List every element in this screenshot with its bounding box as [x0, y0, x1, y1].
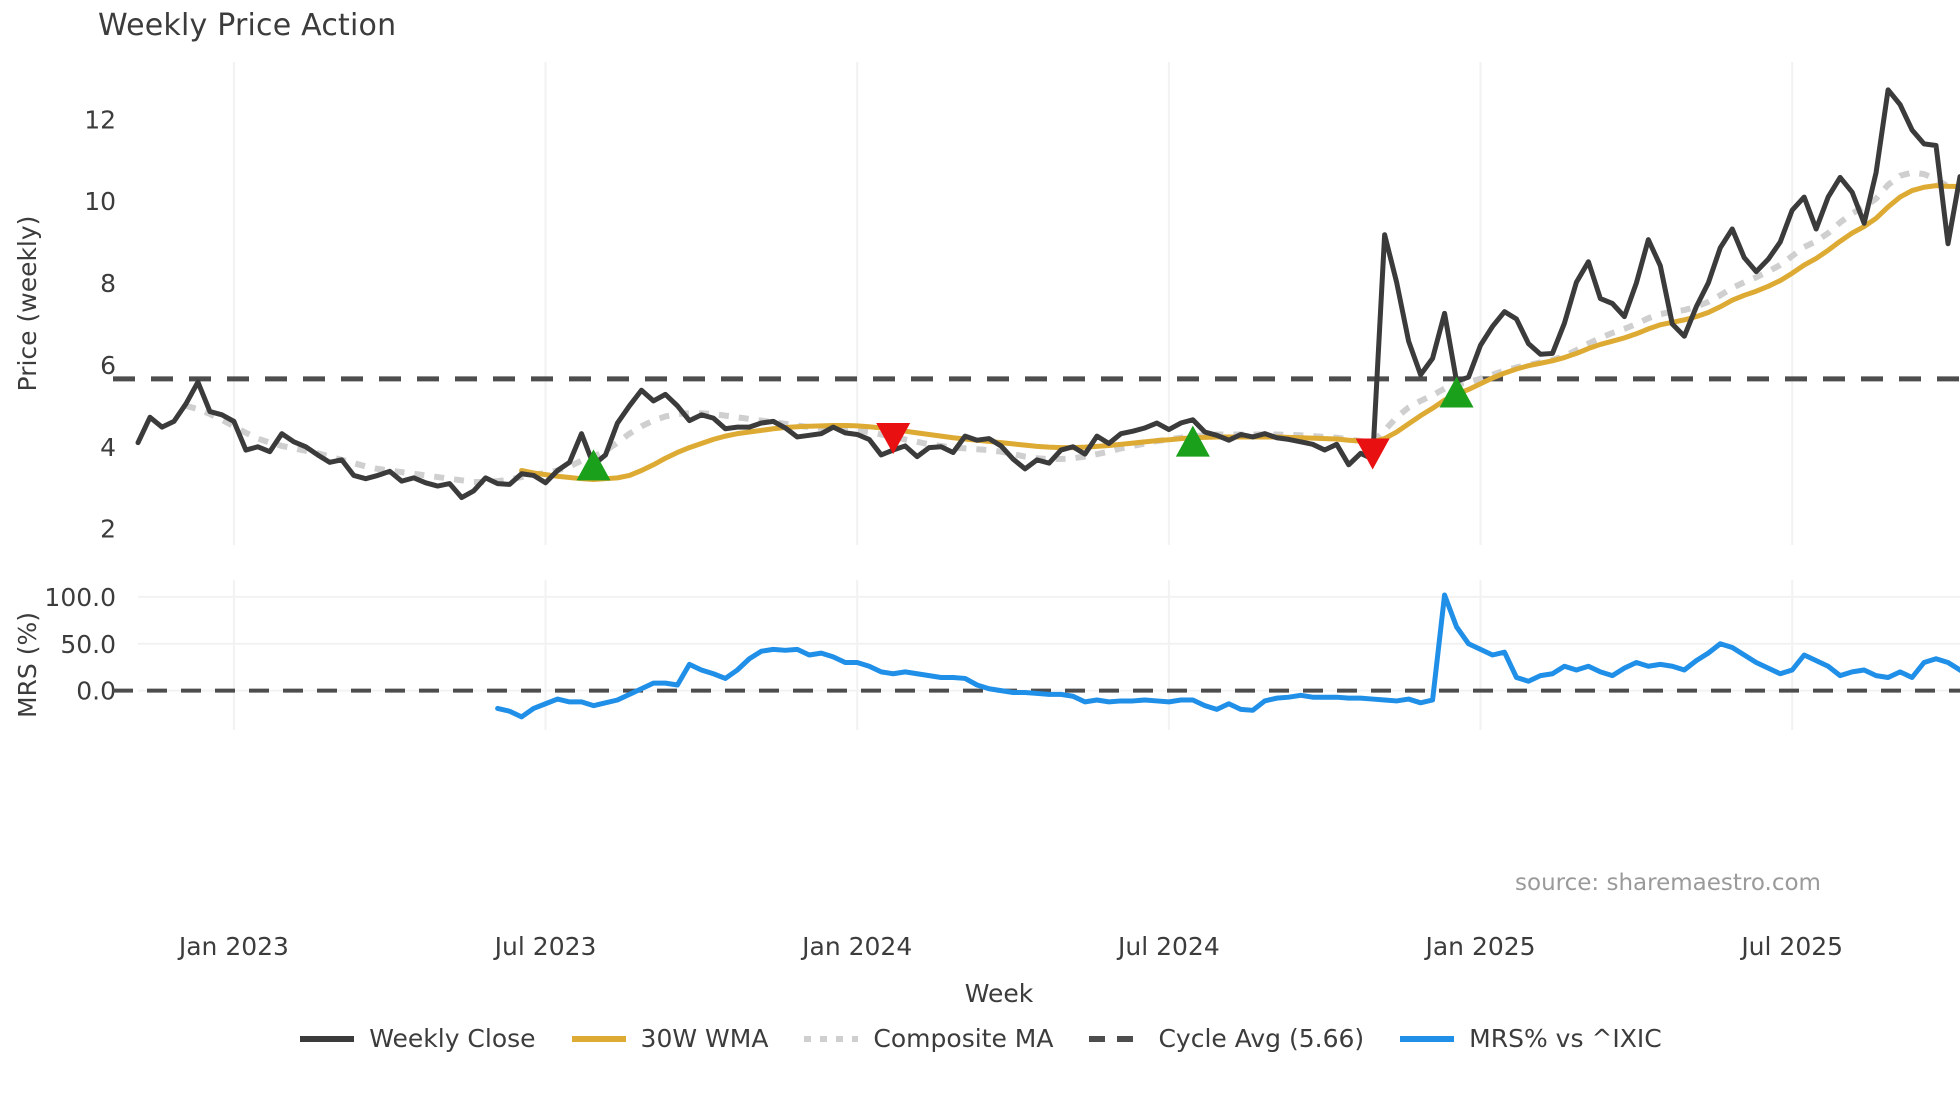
mrs-ytick-label: 0.0	[76, 677, 116, 706]
price-axis-title: Price (weekly)	[13, 216, 42, 392]
sell-marker-triangle-icon	[1355, 438, 1390, 470]
legend-swatch-wma-icon	[570, 1030, 628, 1048]
x-axis-title: Week	[965, 979, 1034, 1008]
legend-item-cycle-avg[interactable]: Cycle Avg (5.66)	[1087, 1024, 1364, 1053]
legend-label-mrs: MRS% vs ^IXIC	[1469, 1024, 1662, 1053]
price-ytick-label: 12	[84, 105, 116, 134]
legend-item-weekly-close[interactable]: Weekly Close	[298, 1024, 536, 1053]
xtick-label: Jul 2025	[1739, 932, 1843, 961]
mrs-ytick-label: 50.0	[60, 630, 116, 659]
mrs-ytick-label: 100.0	[44, 583, 116, 612]
legend-label-wma: 30W WMA	[640, 1024, 769, 1053]
legend-swatch-weekly-close-icon	[298, 1030, 356, 1048]
xtick-label: Jul 2023	[493, 932, 597, 961]
xtick-label: Jan 2025	[1423, 932, 1535, 961]
buy-marker-triangle-icon	[1439, 376, 1474, 408]
legend-label-cycle-avg: Cycle Avg (5.66)	[1158, 1024, 1365, 1053]
xtick-label: Jan 2023	[177, 932, 289, 961]
mrs-axis-title: MRS (%)	[13, 612, 42, 718]
price-ytick-label: 2	[100, 515, 116, 544]
source-note: source: sharemaestro.com	[1515, 870, 1821, 896]
weekly-close-line	[135, 87, 1960, 501]
legend-item-composite-ma[interactable]: Composite MA	[802, 1024, 1053, 1053]
composite-ma-line	[185, 169, 1960, 485]
buy-marker-triangle-icon	[1175, 425, 1210, 457]
legend-swatch-composite-ma-icon	[802, 1030, 860, 1048]
xtick-label: Jul 2024	[1116, 932, 1220, 961]
legend-item-mrs[interactable]: MRS% vs ^IXIC	[1398, 1024, 1662, 1053]
price-ytick-label: 6	[100, 351, 116, 380]
legend-label-weekly-close: Weekly Close	[369, 1024, 536, 1053]
sell-marker-triangle-icon	[876, 422, 911, 454]
legend-item-wma[interactable]: 30W WMA	[570, 1024, 769, 1053]
buy-marker-triangle-icon	[576, 449, 611, 481]
price-ytick-label: 4	[100, 433, 116, 462]
mrs-line	[495, 592, 1960, 720]
legend-swatch-cycle-avg-icon	[1087, 1030, 1145, 1048]
page-title: Weekly Price Action	[98, 8, 397, 43]
xtick-label: Jan 2024	[800, 932, 912, 961]
legend-swatch-mrs-icon	[1398, 1030, 1456, 1048]
price-ytick-label: 10	[84, 187, 116, 216]
price-ytick-label: 8	[100, 269, 116, 298]
chart-legend: Weekly Close 30W WMA Composite MA Cycle Avg…	[0, 1024, 1960, 1053]
legend-label-composite-ma: Composite MA	[873, 1024, 1054, 1053]
